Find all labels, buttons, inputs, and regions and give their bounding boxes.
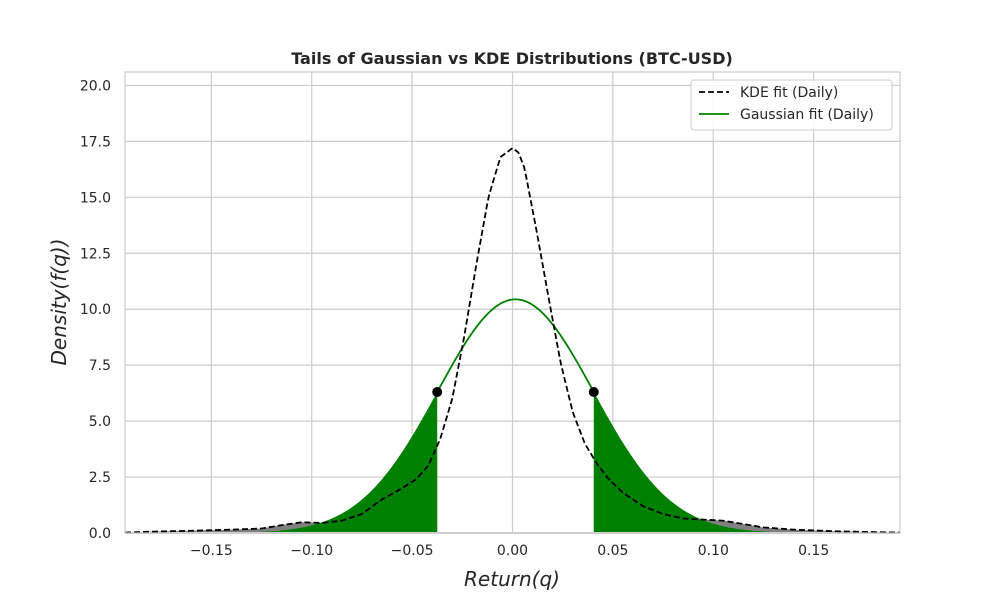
tick-labels: −0.15 −0.10 −0.05 0.00 0.05 0.10 0.15 0.0 2.5 5.0… <box>80 78 829 559</box>
gaussian-tail-fill-right <box>593 392 900 533</box>
x-tick-label: 0.00 <box>497 543 528 559</box>
series-lines <box>124 146 901 534</box>
legend-label-kde: KDE fit (Daily) <box>740 85 838 101</box>
x-tick-label: −0.05 <box>391 543 434 559</box>
x-tick-label: 0.10 <box>698 543 729 559</box>
gaussian-series-line <box>436 298 595 393</box>
x-tick-label: 0.15 <box>798 543 829 559</box>
legend-label-gaussian: Gaussian fit (Daily) <box>740 107 874 123</box>
x-tick-label: −0.10 <box>290 543 333 559</box>
legend: KDE fit (Daily) Gaussian fit (Daily) <box>690 79 893 131</box>
cutoff-marker-left <box>432 387 443 398</box>
y-tick-label: 15.0 <box>80 190 111 206</box>
gaussian-tail-fill-left <box>125 392 438 533</box>
kde-series-line <box>124 146 901 534</box>
y-tick-label: 20.0 <box>80 78 111 94</box>
x-tick-label: −0.15 <box>190 543 233 559</box>
cutoff-markers <box>432 387 599 398</box>
cutoff-marker-right <box>588 387 599 398</box>
y-tick-label: 5.0 <box>89 414 111 430</box>
y-tick-label: 7.5 <box>89 358 111 374</box>
y-tick-label: 0.0 <box>89 526 111 542</box>
y-tick-label: 10.0 <box>80 302 111 318</box>
x-axis-label: Return(q) <box>464 567 560 591</box>
y-axis-label: Density(f(q)) <box>47 239 71 366</box>
x-tick-label: 0.05 <box>597 543 628 559</box>
y-tick-label: 17.5 <box>80 134 111 150</box>
chart-title: Tails of Gaussian vs KDE Distributions (… <box>291 49 733 68</box>
legend-box <box>690 79 893 131</box>
y-tick-label: 12.5 <box>80 246 111 262</box>
plot-frame <box>124 71 901 534</box>
y-tick-label: 2.5 <box>89 470 111 486</box>
